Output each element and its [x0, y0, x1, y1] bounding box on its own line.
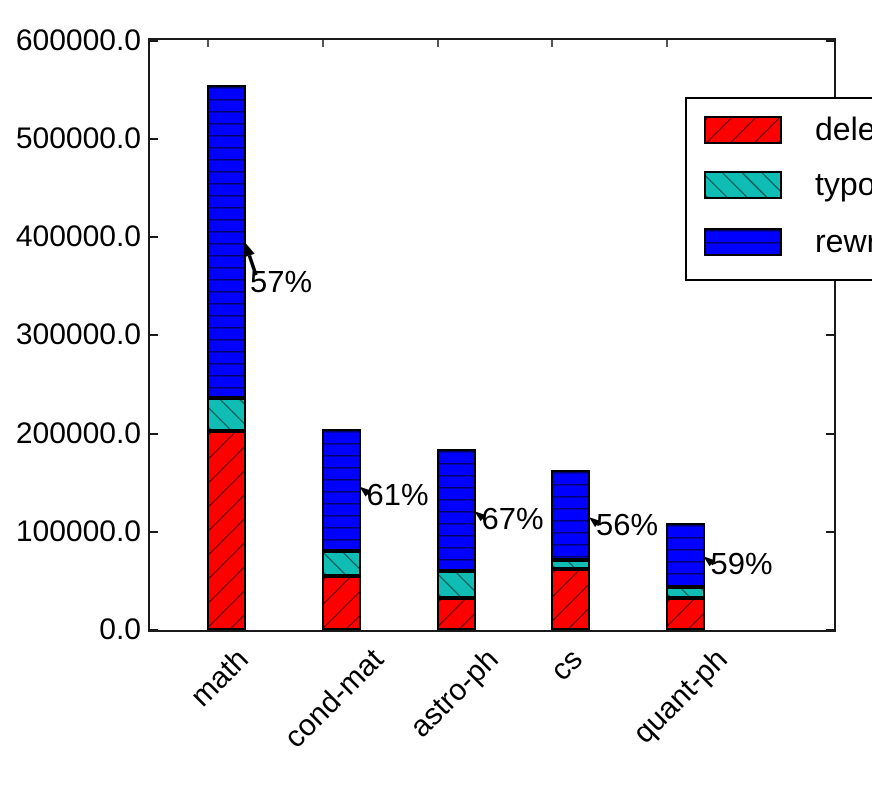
percent-annotation-cs: 56% [596, 507, 659, 543]
y-tick-left [150, 138, 158, 141]
bar-math-deletion [207, 430, 246, 630]
y-tick-label: 0.0 [99, 613, 141, 646]
legend-label-rewrite: rewrite [815, 223, 872, 259]
bar-cond-mat-deletion [321, 576, 361, 630]
bar-quant-ph-rewrite [665, 523, 705, 587]
percent-annotation-math: 57% [250, 264, 313, 300]
bar-cs-rewrite [551, 470, 590, 561]
y-tick-label: 200000.0 [15, 416, 141, 450]
legend-swatch-typo [704, 171, 782, 199]
legend-label-deletion: deletion [815, 111, 872, 147]
y-tick-label: 500000.0 [15, 122, 141, 156]
y-tick-right [826, 432, 834, 435]
legend-box: deletion typo rewrite [685, 97, 872, 281]
percent-annotation-quant-ph: 59% [710, 546, 773, 582]
x-tick-top [436, 40, 439, 47]
bar-math-rewrite [207, 85, 246, 399]
x-tick-top [321, 40, 324, 47]
y-tick-left [150, 236, 158, 239]
y-tick-right [826, 629, 834, 631]
y-tick-right [826, 334, 834, 337]
y-tick-label: 600000.0 [15, 23, 141, 57]
y-tick-label: 300000.0 [15, 318, 141, 352]
y-tick-right [826, 530, 834, 533]
bar-astro-ph-rewrite [436, 449, 476, 572]
bar-cs-typo [551, 560, 590, 570]
y-tick-label: 400000.0 [15, 220, 141, 254]
clipped-ylabel-fragment: , [0, 215, 1, 249]
bar-astro-ph-deletion [436, 597, 476, 630]
x-tick-label-math: math [184, 642, 255, 714]
y-tick-left [150, 629, 158, 631]
y-tick-left [150, 530, 158, 533]
legend-swatch-rewrite [704, 228, 782, 256]
y-tick-right [826, 39, 834, 42]
percent-annotation-astro-ph: 67% [481, 501, 544, 537]
y-tick-label: 100000.0 [15, 514, 141, 548]
x-tick-top [551, 40, 553, 47]
legend-label-typo: typo [815, 166, 872, 202]
bar-quant-ph-typo [665, 586, 705, 598]
y-tick-left [150, 39, 158, 42]
percent-annotation-cond-mat: 61% [366, 476, 429, 512]
y-tick-left [150, 334, 158, 337]
bar-quant-ph-deletion [665, 597, 705, 630]
bar-cs-deletion [551, 569, 590, 630]
bar-cond-mat-typo [321, 551, 361, 577]
x-tick-top [207, 40, 209, 47]
y-tick-left [150, 432, 158, 435]
plot-area: deletion typo rewrite [148, 38, 872, 632]
x-tick-top [665, 40, 668, 47]
legend-swatch-deletion [704, 116, 782, 144]
plot-inner [150, 40, 834, 630]
bar-cond-mat-rewrite [321, 428, 361, 552]
bar-astro-ph-typo [436, 571, 476, 598]
bar-math-typo [207, 398, 246, 431]
